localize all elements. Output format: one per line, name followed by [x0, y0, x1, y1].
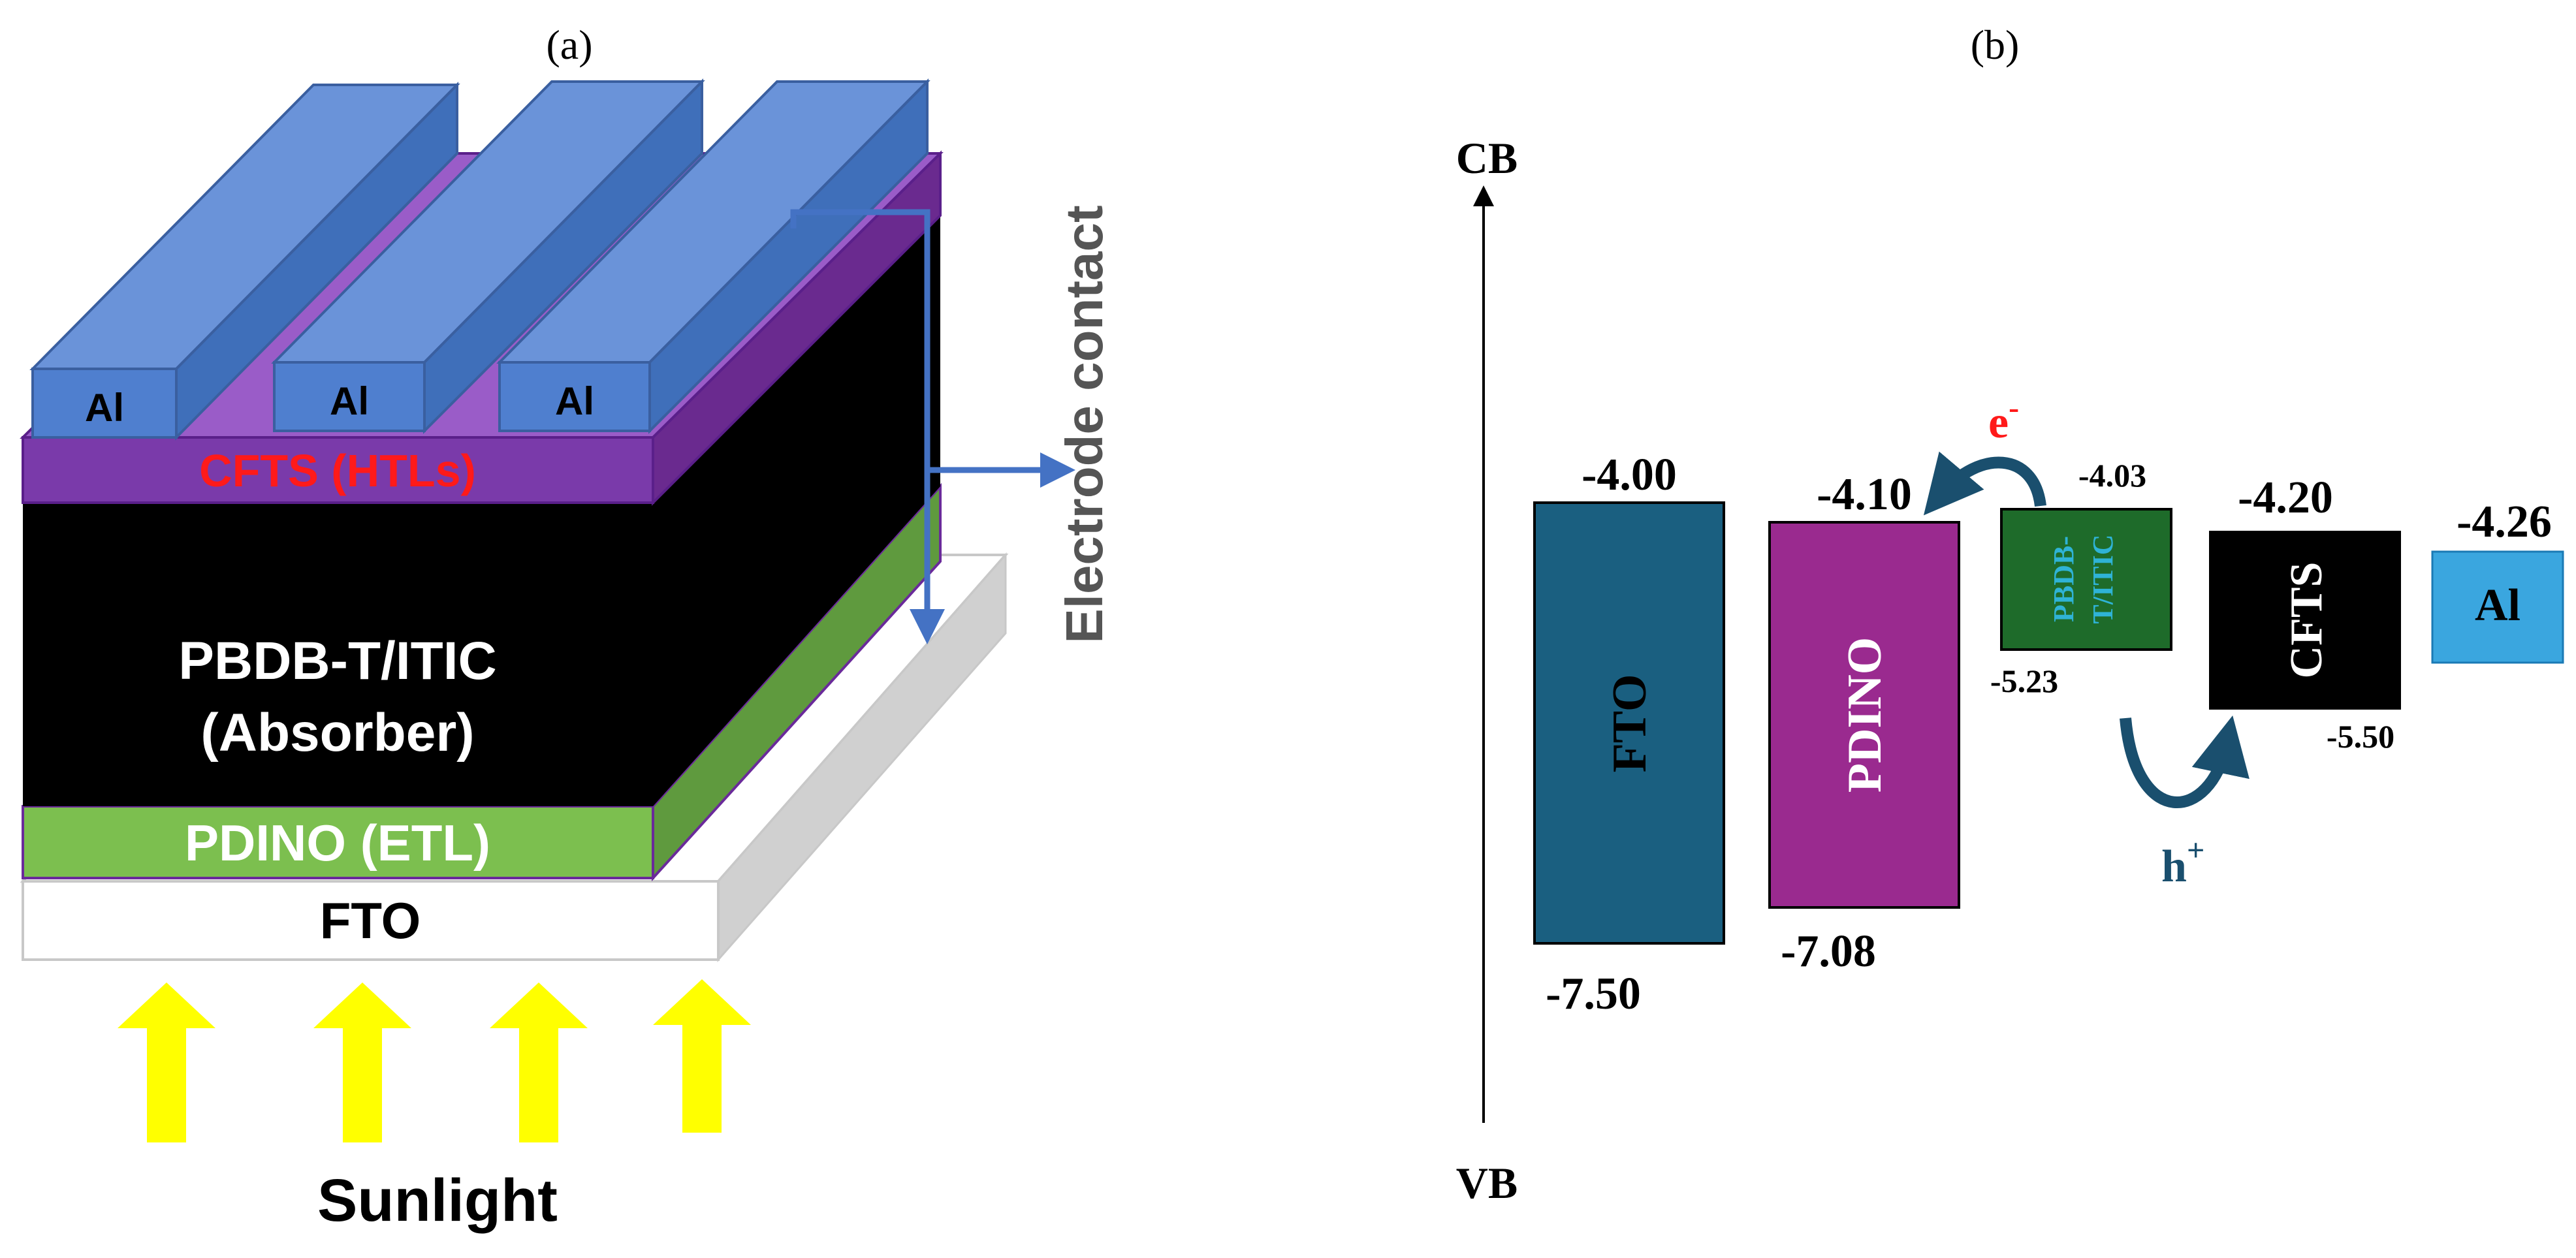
fto-layer-label: FTO [320, 892, 421, 949]
pdino-band-label: PDINO [1838, 637, 1892, 793]
sunlight-label: Sunlight [317, 1167, 558, 1234]
absorber-band: PBDB- T/ITIC -4.03 -5.23 [1990, 457, 2172, 699]
pdino-band: PDINO -4.10 -7.08 [1768, 469, 1960, 977]
electrode-contact-arrows [790, 209, 1075, 644]
al-electrode-2: Al [271, 78, 705, 434]
cfts-band-label: CFTS [2282, 562, 2332, 679]
al-cb-value: -4.26 [2457, 497, 2552, 547]
absorber-cb-value: -4.03 [2078, 457, 2146, 494]
pdino-vb-value: -7.08 [1781, 926, 1876, 977]
etl-layer: PDINO (ETL) [22, 482, 942, 882]
hole-transfer: h+ [2120, 715, 2250, 892]
panel-a-label: (a) [546, 22, 592, 68]
sunlight-arrow-3 [490, 983, 588, 1142]
cfts-vb-value: -5.50 [2327, 718, 2394, 755]
fto-cb-value: -4.00 [1582, 450, 1677, 500]
cb-label: CB [1456, 133, 1518, 183]
panel-b-label: (b) [1971, 22, 2020, 68]
al-band: Al -4.26 [2431, 497, 2564, 664]
hole-label: h+ [2161, 833, 2204, 892]
htl-layer-label: CFTS (HTLs) [199, 445, 476, 496]
absorber-label-line2: (Absorber) [200, 703, 474, 763]
fto-vb-value: -7.50 [1546, 969, 1641, 1019]
cfts-band: CFTS -4.20 -5.50 [2209, 473, 2401, 755]
sunlight-arrow-1 [118, 983, 215, 1142]
pdino-cb-value: -4.10 [1817, 469, 1912, 520]
sunlight-arrow-4 [653, 979, 751, 1133]
panel-b: (b) CB VB FTO -4.00 -7.50 PDINO -4.10 -7… [1456, 22, 2564, 1208]
absorber-label-line1: PBDB-T/ITIC [178, 631, 496, 691]
absorber-band-label-line1: PBDB- [2048, 536, 2080, 622]
electrode-contact-label: Electrode contact [1055, 205, 1113, 643]
al-band-label: Al [2475, 580, 2520, 631]
al-electrode-label-3: Al [555, 379, 594, 423]
fto-band-label: FTO [1603, 674, 1657, 773]
absorber-band-label-line2: T/ITIC [2087, 535, 2119, 624]
absorber-vb-value: -5.23 [1990, 663, 2058, 699]
etl-layer-label: PDINO (ETL) [185, 814, 490, 872]
absorber-layer: PBDB-T/ITIC (Absorber) [23, 215, 940, 806]
al-electrode-3: Al [496, 78, 930, 434]
al-electrode-1: Al [29, 82, 460, 441]
fto-band: FTO -4.00 -7.50 [1533, 450, 1725, 1019]
vb-label: VB [1456, 1158, 1518, 1208]
electron-transfer: e- [1923, 390, 2046, 516]
al-electrode-label-2: Al [330, 379, 369, 423]
electron-label: e- [1988, 390, 2019, 448]
al-electrode-label-1: Al [85, 386, 124, 430]
sunlight-arrows [118, 979, 751, 1142]
cfts-cb-value: -4.20 [2238, 473, 2333, 523]
panel-a: (a) FTO PDINO (ETL) PBDB-T/ITIC (Absorbe… [20, 22, 1113, 1234]
sunlight-arrow-2 [313, 983, 411, 1142]
